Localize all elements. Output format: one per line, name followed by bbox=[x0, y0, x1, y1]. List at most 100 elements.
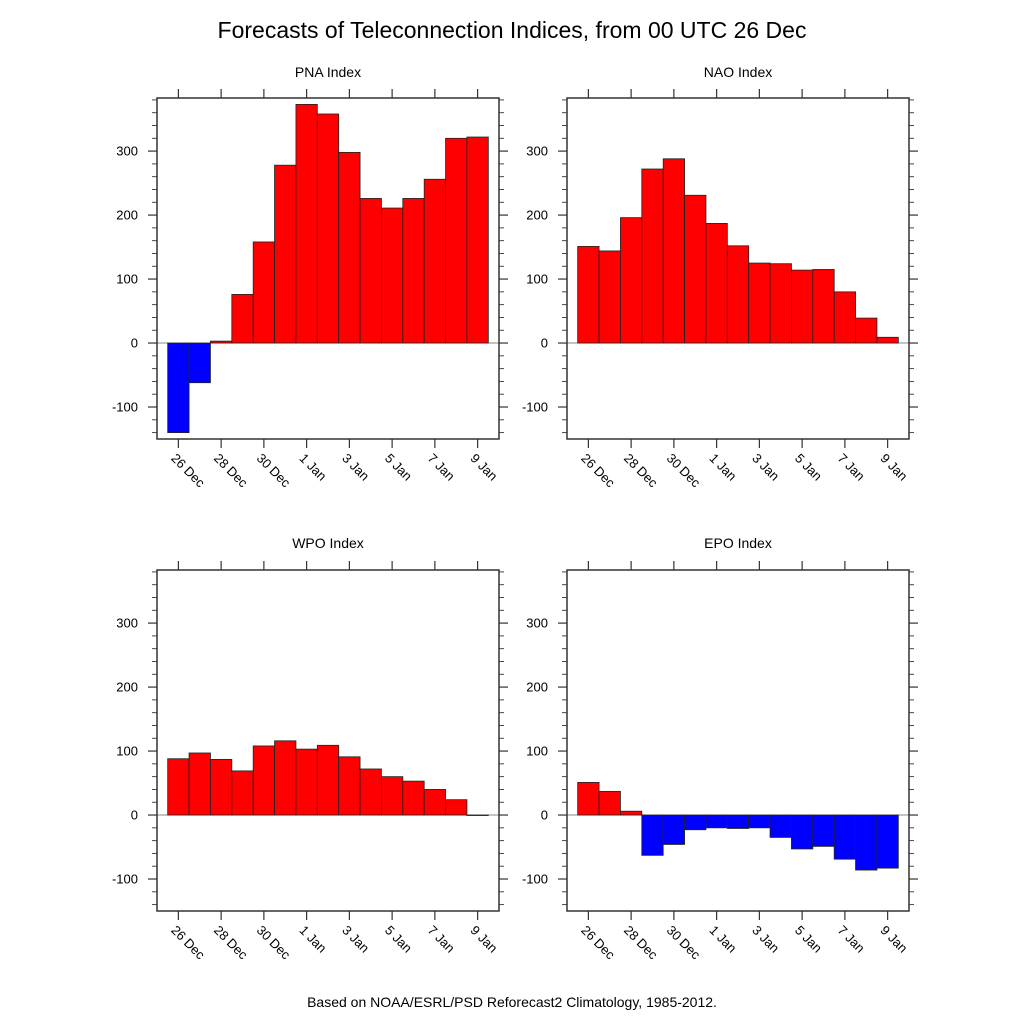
y-tick-label: 100 bbox=[116, 272, 138, 287]
bar-26-dec bbox=[167, 342, 190, 433]
panel-nao: NAO Index -100 0 100 200 300 26 Dec 28 Dec 30 De… bbox=[522, 64, 918, 491]
x-tick-label: 1 Jan bbox=[707, 451, 740, 484]
y-tick-label: 300 bbox=[116, 616, 138, 631]
bar-7-jan bbox=[423, 178, 446, 344]
bar-27-dec bbox=[598, 790, 621, 816]
bar-5-jan bbox=[791, 814, 814, 850]
panel-title: WPO Index bbox=[292, 535, 364, 551]
panel-title: EPO Index bbox=[704, 535, 772, 551]
bar-31-dec bbox=[274, 740, 297, 816]
bar-7-jan bbox=[833, 291, 856, 344]
x-tick-label: 7 Jan bbox=[425, 451, 458, 484]
bar-9-jan bbox=[466, 814, 489, 816]
bar-27-dec bbox=[188, 752, 211, 816]
x-tick-label: 7 Jan bbox=[835, 451, 868, 484]
y-tick-label: 100 bbox=[116, 744, 138, 759]
x-tick-label: 26 Dec bbox=[168, 923, 208, 963]
bar-1-jan bbox=[705, 222, 728, 344]
bar-3-jan bbox=[338, 151, 361, 344]
bar-4-jan bbox=[769, 814, 792, 838]
x-tick-label: 9 Jan bbox=[878, 451, 911, 484]
x-tick-label: 5 Jan bbox=[382, 923, 415, 956]
x-tick-label: 1 Jan bbox=[707, 923, 740, 956]
y-tick-label: 300 bbox=[116, 144, 138, 159]
x-tick-label: 9 Jan bbox=[878, 923, 911, 956]
x-tick-label: 30 Dec bbox=[254, 451, 294, 491]
bar-6-jan bbox=[402, 780, 425, 816]
x-tick-label: 5 Jan bbox=[792, 451, 825, 484]
bar-2-jan bbox=[316, 744, 340, 816]
x-tick-label: 30 Dec bbox=[664, 923, 704, 963]
bar-4-jan bbox=[359, 198, 382, 344]
bar-1-jan bbox=[295, 748, 318, 816]
bar-2-jan bbox=[726, 245, 750, 344]
bar-31-dec bbox=[684, 814, 707, 831]
bar-28-dec bbox=[210, 758, 233, 816]
y-tick-label: 0 bbox=[541, 808, 548, 823]
bar-8-jan bbox=[855, 317, 878, 344]
y-tick-label: -100 bbox=[112, 872, 138, 887]
bar-29-dec bbox=[641, 814, 664, 856]
bar-28-dec bbox=[210, 340, 233, 344]
y-tick-label: 300 bbox=[526, 616, 548, 631]
bar-26-dec bbox=[577, 246, 600, 344]
bar-3-jan bbox=[338, 756, 361, 816]
bar-5-jan bbox=[381, 776, 404, 816]
bar-9-jan bbox=[876, 336, 899, 344]
x-tick-label: 3 Jan bbox=[339, 451, 372, 484]
y-tick-label: 0 bbox=[131, 336, 138, 351]
plot-frame bbox=[156, 569, 500, 912]
footer-note: Based on NOAA/ESRL/PSD Reforecast2 Clima… bbox=[307, 994, 717, 1010]
bar-30-dec bbox=[252, 241, 275, 344]
plot-frame bbox=[156, 97, 500, 440]
x-tick-label: 28 Dec bbox=[211, 451, 251, 491]
bar-6-jan bbox=[402, 198, 425, 344]
bar-3-jan bbox=[748, 814, 771, 829]
bar-7-jan bbox=[833, 814, 856, 860]
bar-29-dec bbox=[231, 770, 254, 816]
bar-28-dec bbox=[620, 217, 643, 344]
panel-title: NAO Index bbox=[704, 64, 772, 80]
x-tick-label: 26 Dec bbox=[578, 923, 618, 963]
bar-7-jan bbox=[423, 789, 446, 816]
y-tick-label: 200 bbox=[526, 680, 548, 695]
x-tick-label: 3 Jan bbox=[749, 923, 782, 956]
bar-30-dec bbox=[662, 158, 685, 344]
bar-31-dec bbox=[684, 194, 707, 344]
bar-30-dec bbox=[662, 814, 685, 845]
x-tick-label: 30 Dec bbox=[254, 923, 294, 963]
bar-27-dec bbox=[598, 250, 621, 344]
bar-5-jan bbox=[381, 207, 404, 344]
x-tick-label: 9 Jan bbox=[468, 923, 501, 956]
bar-4-jan bbox=[769, 263, 792, 344]
x-tick-label: 9 Jan bbox=[468, 451, 501, 484]
plot-frame bbox=[566, 569, 910, 912]
bar-26-dec bbox=[167, 758, 190, 816]
x-tick-label: 7 Jan bbox=[835, 923, 868, 956]
chart-title: Forecasts of Teleconnection Indices, fro… bbox=[217, 17, 807, 43]
x-tick-label: 28 Dec bbox=[621, 923, 661, 963]
x-tick-label: 30 Dec bbox=[664, 451, 704, 491]
bar-6-jan bbox=[812, 269, 835, 344]
x-tick-label: 1 Jan bbox=[297, 451, 330, 484]
y-tick-label: 100 bbox=[526, 272, 548, 287]
bar-3-jan bbox=[748, 262, 771, 344]
bar-28-dec bbox=[620, 810, 643, 816]
bar-8-jan bbox=[855, 814, 878, 871]
y-tick-label: -100 bbox=[522, 872, 548, 887]
x-tick-label: 5 Jan bbox=[792, 923, 825, 956]
x-tick-label: 7 Jan bbox=[425, 923, 458, 956]
x-tick-label: 26 Dec bbox=[578, 451, 618, 491]
y-tick-label: 100 bbox=[526, 744, 548, 759]
bar-1-jan bbox=[705, 814, 728, 829]
y-tick-label: 300 bbox=[526, 144, 548, 159]
bar-31-dec bbox=[274, 164, 297, 344]
x-tick-label: 1 Jan bbox=[297, 923, 330, 956]
bar-1-jan bbox=[295, 104, 318, 344]
bar-29-dec bbox=[231, 294, 254, 344]
x-tick-label: 3 Jan bbox=[749, 451, 782, 484]
x-tick-label: 26 Dec bbox=[168, 451, 208, 491]
bar-4-jan bbox=[359, 768, 382, 816]
bar-26-dec bbox=[577, 782, 600, 816]
bar-29-dec bbox=[641, 168, 664, 344]
